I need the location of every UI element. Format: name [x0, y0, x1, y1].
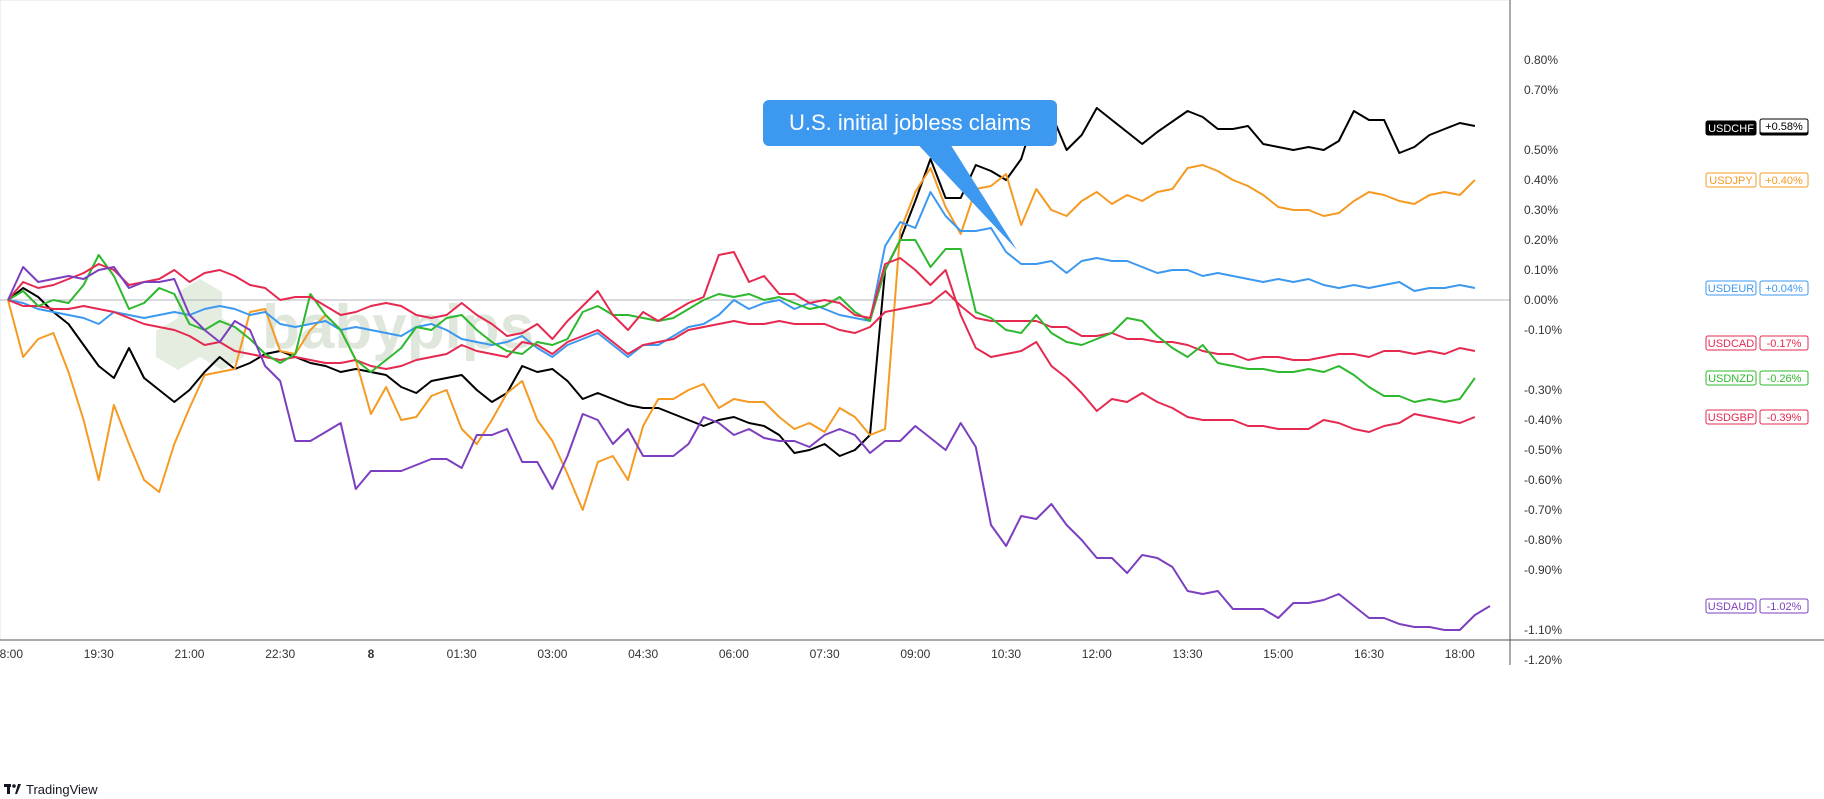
x-tick-label: 09:00 [900, 647, 930, 661]
y-tick-label: -1.20% [1524, 653, 1562, 667]
series-value-tag-usdnzd-box [1759, 370, 1809, 386]
y-tick-label: -0.70% [1524, 503, 1562, 517]
y-tick-label: -0.50% [1524, 443, 1562, 457]
y-tick-label: -0.40% [1524, 413, 1562, 427]
y-tick-label: -0.10% [1524, 323, 1562, 337]
series-name-tag-usdeur-box [1705, 280, 1757, 296]
plot-grid [0, 0, 1511, 641]
watermark-logo [156, 279, 244, 370]
series-extra-tag-usdchf: +0.58% [1765, 121, 1803, 133]
series-name-tag-usdjpy: USDJPY [1709, 175, 1753, 187]
series-value-tag-usdeur-box [1759, 280, 1809, 296]
series-line-usdchf [7, 107, 1476, 457]
series-value-tag-usdaud: -1.02% [1767, 601, 1802, 613]
series-line-usdnzd [7, 239, 1476, 403]
series-value-tag-usdjpy-box [1759, 172, 1809, 188]
x-tick-label: 15:00 [1263, 647, 1293, 661]
y-tick-label: -0.60% [1524, 473, 1562, 487]
x-tick-label: 03:00 [537, 647, 567, 661]
brand-text: TradingView [26, 781, 98, 797]
x-tick-label: 21:00 [174, 647, 204, 661]
series-value-tags: USDCHF+0.55%+0.58%USDJPY+0.40%USDEUR+0.0… [1705, 118, 1809, 614]
series-value-tag-usdcad: -0.17% [1767, 338, 1802, 350]
series-name-tag-usdcad: USDCAD [1708, 338, 1755, 350]
x-tick-label: 22:30 [265, 647, 295, 661]
y-tick-label: 0.40% [1524, 173, 1558, 187]
series-name-tag-usdjpy-box [1705, 172, 1757, 188]
x-tick-label: 12:00 [1082, 647, 1112, 661]
y-tick-label: 0.20% [1524, 233, 1558, 247]
footer: TradingView [4, 780, 98, 798]
y-tick-label: -0.80% [1524, 533, 1562, 547]
x-tick-label: 10:30 [991, 647, 1021, 661]
y-tick-label: 0.30% [1524, 203, 1558, 217]
y-tick-label: 0.70% [1524, 83, 1558, 97]
x-tick-label: 18:00 [0, 647, 23, 661]
series-line-usdaud [7, 266, 1491, 631]
y-tick-label: 0.00% [1524, 293, 1558, 307]
tradingview-logo-icon [4, 784, 21, 794]
series-line-usdjpy [7, 164, 1476, 511]
x-tick-label: 04:30 [628, 647, 658, 661]
series-name-tag-usdeur: USDEUR [1708, 283, 1755, 295]
series-name-tag-usdgbp-box [1705, 409, 1757, 425]
series-line-usdgbp [7, 251, 1476, 433]
series-name-tag-usdnzd-box [1705, 370, 1757, 386]
series-name-tag-usdchf-box [1705, 120, 1757, 136]
series-name-tag-usdcad-box [1705, 335, 1757, 351]
x-tick-label: 19:30 [84, 647, 114, 661]
y-tick-label: -0.30% [1524, 383, 1562, 397]
x-tick-label: 18:00 [1445, 647, 1475, 661]
series-value-tag-usdnzd: -0.26% [1767, 373, 1802, 385]
series-line-usdeur [7, 191, 1476, 358]
x-tick-label: 8 [368, 647, 375, 661]
series-value-tag-usdcad-box [1759, 335, 1809, 351]
series-name-tag-usdaud: USDAUD [1708, 601, 1755, 613]
x-tick-label: 13:30 [1173, 647, 1203, 661]
series-layer [7, 107, 1491, 631]
y-tick-label: 0.80% [1524, 53, 1558, 67]
annotation-callout: U.S. initial jobless claims [763, 100, 1057, 250]
series-name-tag-usdgbp: USDGBP [1708, 412, 1754, 424]
x-tick-label: 16:30 [1354, 647, 1384, 661]
series-value-tag-usdgbp-box [1759, 409, 1809, 425]
y-tick-label: -0.90% [1524, 563, 1562, 577]
callout-box [763, 100, 1057, 146]
plot-frame [0, 0, 1511, 641]
series-value-tag-usdaud-box [1759, 598, 1809, 614]
series-extra-tag-usdchf-box [1759, 118, 1809, 134]
y-tick-label: -1.10% [1524, 623, 1562, 637]
series-name-tag-usdaud-box [1705, 598, 1757, 614]
y-tick-label: 0.10% [1524, 263, 1558, 277]
series-name-tag-usdnzd: USDNZD [1708, 373, 1754, 385]
series-name-tag-usdchf: USDCHF [1708, 123, 1754, 135]
series-value-tag-usdeur: +0.04% [1765, 283, 1803, 295]
series-value-tag-usdjpy: +0.40% [1765, 175, 1803, 187]
series-line-usdcad [7, 290, 1476, 370]
x-tick-label: 01:30 [447, 647, 477, 661]
x-tick-label: 07:30 [810, 647, 840, 661]
series-value-tag-usdgbp: -0.39% [1767, 412, 1802, 424]
y-tick-label: 0.50% [1524, 143, 1558, 157]
x-tick-label: 06:00 [719, 647, 749, 661]
callout-text: U.S. initial jobless claims [789, 110, 1031, 135]
axes: 0.80% 0.70% 0.50% 0.40% 0.30% 0.20% 0.10% 0.00%… [0, 0, 1824, 667]
callout-pointer [895, 120, 1017, 250]
